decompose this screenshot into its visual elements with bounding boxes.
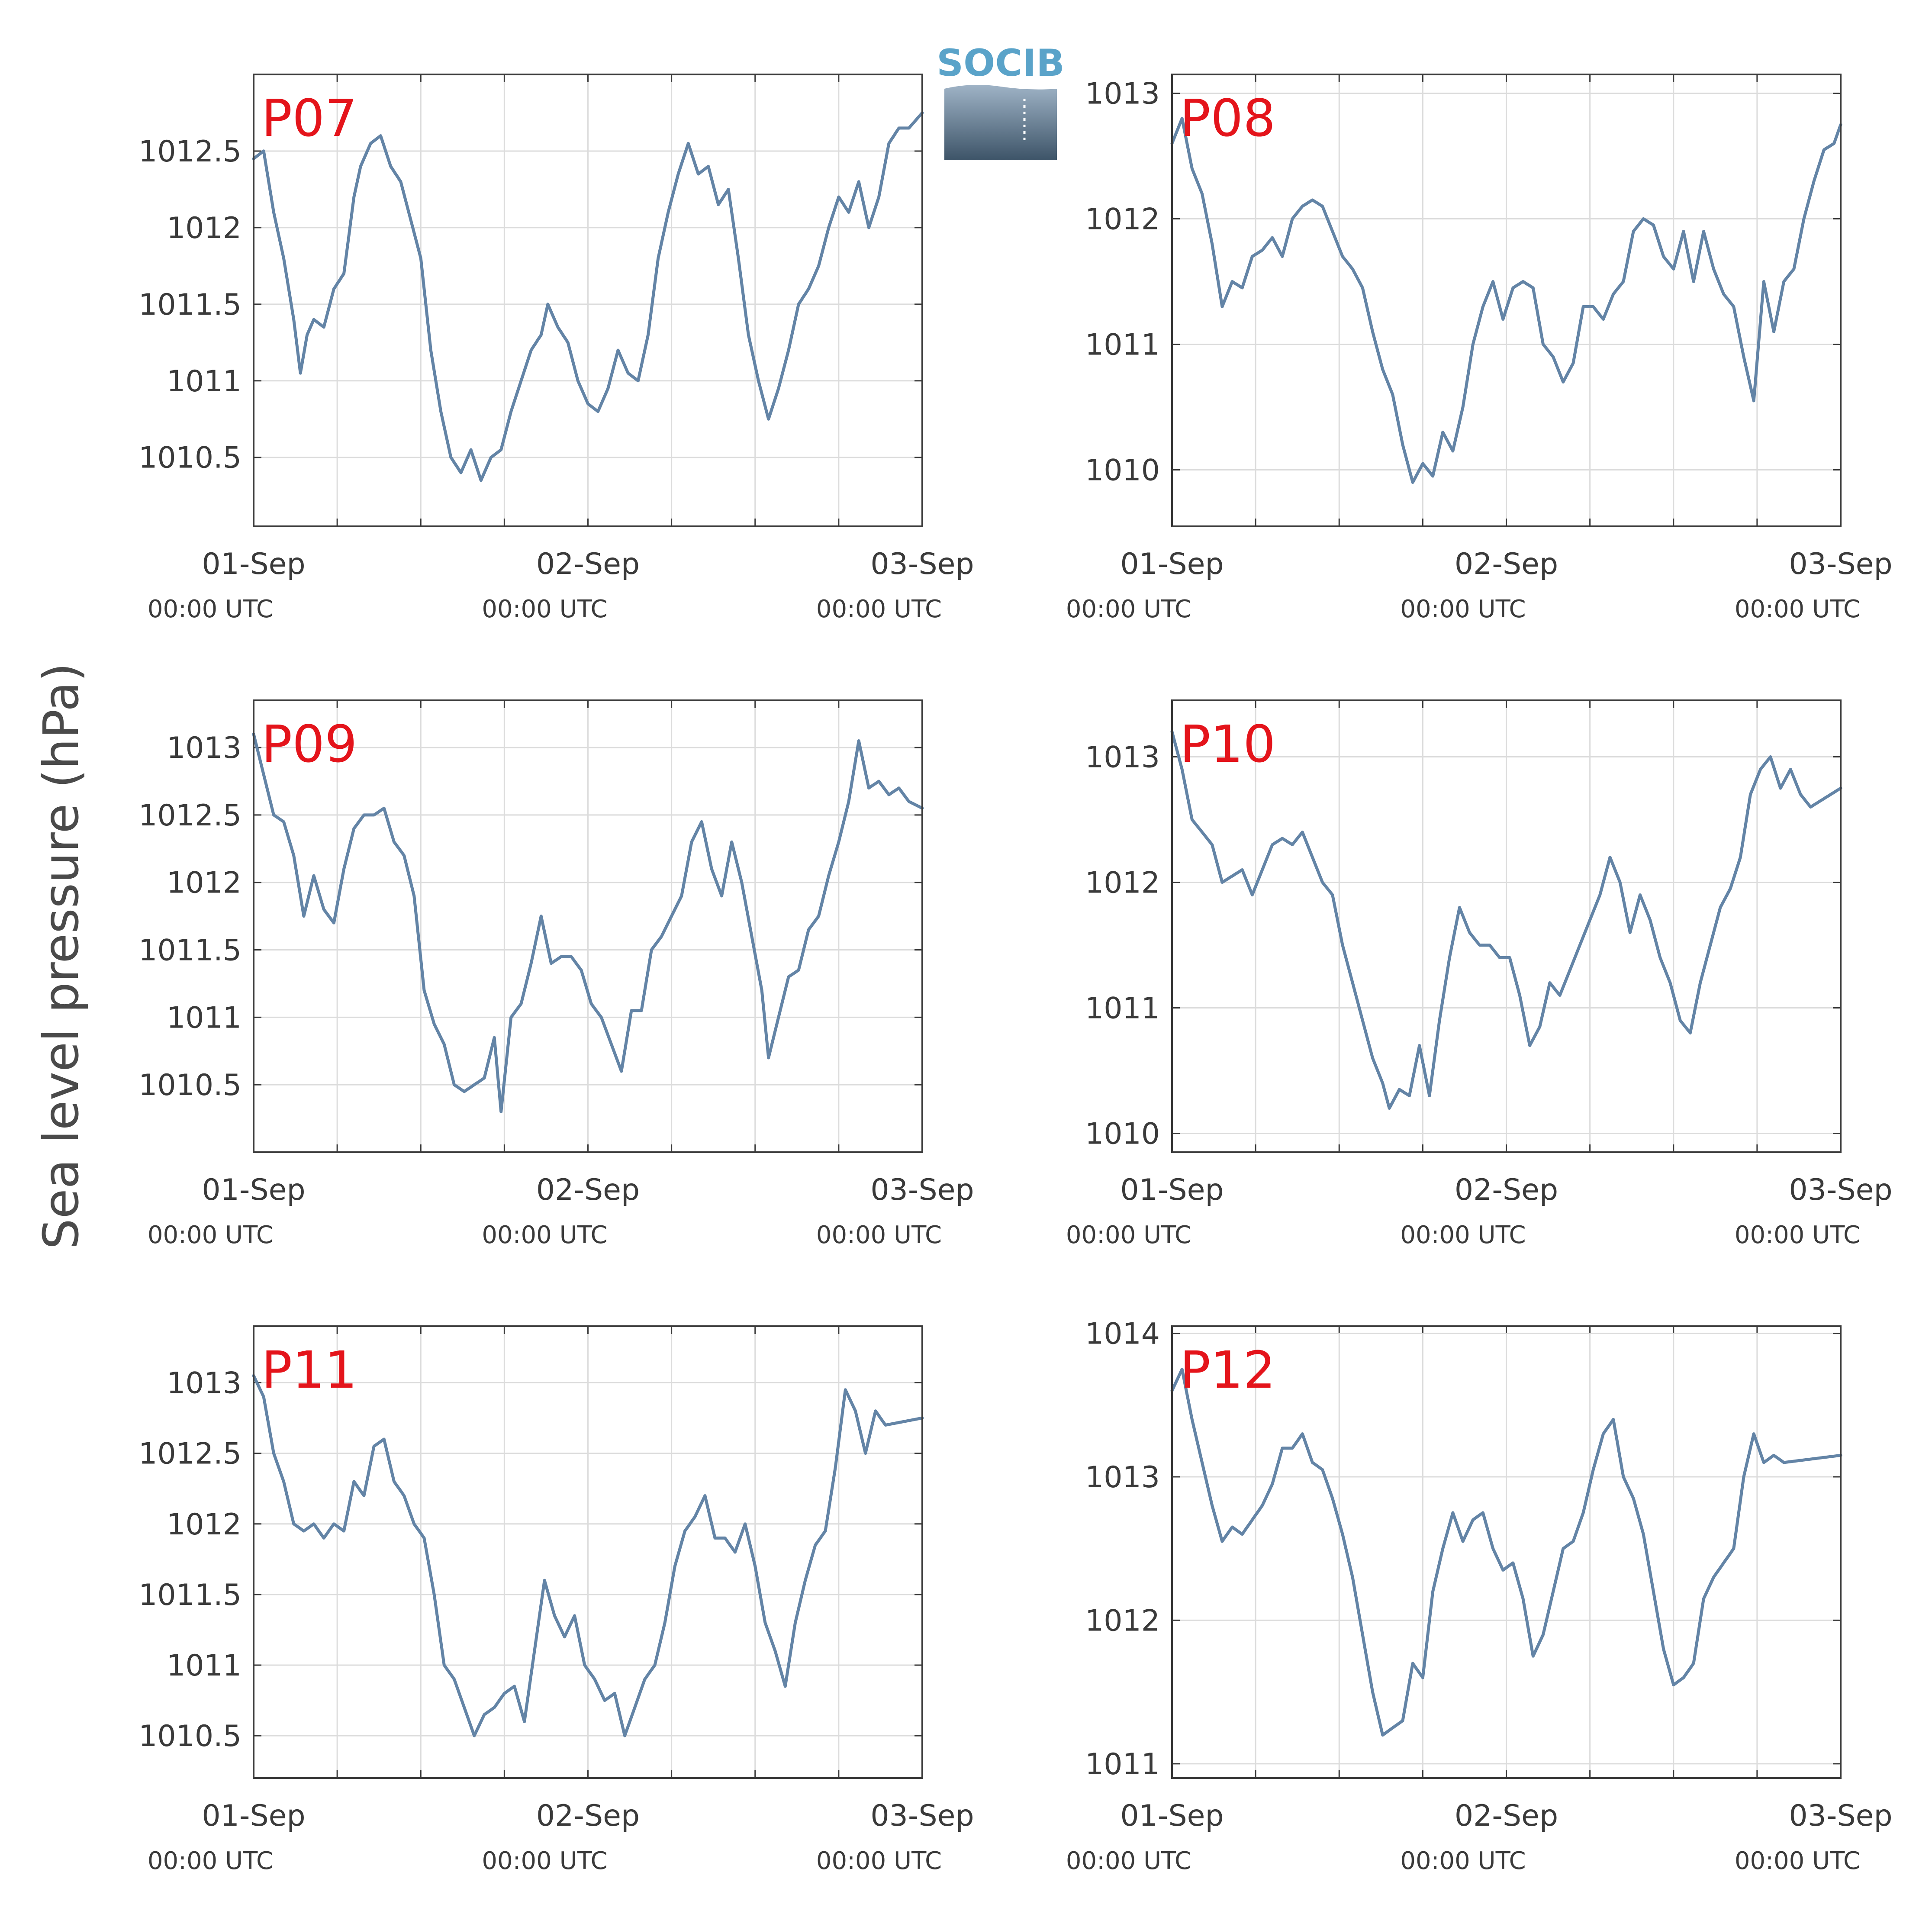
- y-tick-label: 1012.5: [138, 1437, 242, 1471]
- chart-panels: 1010.5 1011 1011.5 1012 1012.5 01-Sep 00:00 UT…: [138, 74, 1893, 1875]
- x-tick-sublabel: 00:00 UTC: [1735, 1847, 1860, 1875]
- x-tick-label: 03-Sep: [870, 1799, 974, 1833]
- y-tick-label: 1011.5: [138, 1578, 242, 1612]
- plot-frame: [1171, 699, 1842, 1153]
- panel-label-p07: P07: [261, 88, 357, 148]
- y-tick-label: 1011: [167, 364, 242, 399]
- pressure-series-line: [1170, 117, 1842, 484]
- x-tick-label: 03-Sep: [1789, 1173, 1892, 1207]
- x-tick-sublabel: 00:00 UTC: [1400, 1221, 1526, 1249]
- y-tick-label: 1011.5: [138, 288, 242, 322]
- plot-frame: [1171, 74, 1842, 527]
- y-tick-label: 1013: [1085, 741, 1160, 775]
- plot-frame: [253, 74, 923, 527]
- panel-label-p08: P08: [1180, 88, 1275, 148]
- y-tick-label: 1012.5: [138, 135, 242, 169]
- logo-wave: [944, 85, 1057, 160]
- x-tick-sublabel: 00:00 UTC: [1735, 595, 1860, 623]
- x-tick-sublabel: 00:00 UTC: [1400, 1847, 1526, 1875]
- x-tick-sublabel: 00:00 UTC: [1400, 595, 1526, 623]
- x-tick-label: 02-Sep: [1455, 547, 1558, 581]
- plot-frame: [1171, 1325, 1842, 1779]
- y-tick-label: 1010.5: [138, 441, 242, 475]
- x-tick-sublabel: 00:00 UTC: [1066, 595, 1191, 623]
- x-tick-sublabel: 00:00 UTC: [482, 595, 607, 623]
- y-tick-label: 1012.5: [138, 799, 242, 833]
- y-axis-label: Sea level pressure (hPa): [33, 663, 90, 1249]
- y-tick-label: 1012: [1085, 1604, 1160, 1638]
- x-tick-sublabel: 00:00 UTC: [148, 595, 273, 623]
- socib-logo: SOCIB: [937, 42, 1065, 160]
- chart-panel-p07: 1010.5 1011 1011.5 1012 1012.5 01-Sep 00:00 UT…: [138, 74, 974, 623]
- x-tick-sublabel: 00:00 UTC: [816, 1847, 942, 1875]
- y-tick-label: 1011.5: [138, 934, 242, 968]
- x-tick-label: 01-Sep: [1120, 547, 1224, 581]
- pressure-series-line: [252, 732, 924, 1113]
- x-tick-label: 01-Sep: [1120, 1799, 1224, 1833]
- panel-label-p09: P09: [261, 714, 357, 774]
- chart-panel-p11: 1010.5 1011 1011.5 1012 1012.5 1013 01-Sep 00:0…: [138, 1325, 974, 1875]
- chart-panel-p09: 1010.5 1011 1011.5 1012 1012.5 1013 01-Sep 00:0…: [138, 699, 974, 1249]
- x-tick-label: 01-Sep: [202, 547, 305, 581]
- x-tick-label: 01-Sep: [202, 1173, 305, 1207]
- x-tick-label: 02-Sep: [536, 1799, 640, 1833]
- y-tick-label: 1013: [167, 1366, 242, 1401]
- x-tick-sublabel: 00:00 UTC: [482, 1847, 607, 1875]
- plot-frame: [253, 1325, 923, 1779]
- x-tick-sublabel: 00:00 UTC: [1066, 1221, 1191, 1249]
- x-tick-sublabel: 00:00 UTC: [482, 1221, 607, 1249]
- y-tick-label: 1011: [1085, 992, 1160, 1026]
- panel-label-p11: P11: [261, 1340, 357, 1400]
- x-tick-label: 03-Sep: [870, 547, 974, 581]
- x-tick-sublabel: 00:00 UTC: [1066, 1847, 1191, 1875]
- y-tick-label: 1012: [167, 211, 242, 245]
- y-tick-label: 1011: [167, 1001, 242, 1035]
- x-tick-label: 01-Sep: [202, 1799, 305, 1833]
- x-tick-label: 03-Sep: [870, 1173, 974, 1207]
- pressure-series-line: [1170, 730, 1842, 1110]
- x-tick-sublabel: 00:00 UTC: [816, 595, 942, 623]
- y-tick-label: 1013: [1085, 1460, 1160, 1495]
- x-tick-label: 02-Sep: [536, 547, 640, 581]
- y-tick-label: 1010: [1085, 1117, 1160, 1151]
- chart-panel-p08: 1010 1011 1012 1013 01-Sep 00:00 UTC 02-Sep 00:…: [1066, 74, 1893, 623]
- x-tick-sublabel: 00:00 UTC: [1735, 1221, 1860, 1249]
- y-tick-label: 1011: [1085, 1747, 1160, 1782]
- y-tick-label: 1013: [1085, 77, 1160, 111]
- panel-label-p12: P12: [1180, 1340, 1275, 1400]
- x-tick-label: 03-Sep: [1789, 547, 1892, 581]
- y-tick-label: 1012: [1085, 866, 1160, 900]
- y-tick-label: 1010.5: [138, 1719, 242, 1753]
- y-tick-label: 1012: [1085, 203, 1160, 237]
- logo-wordmark: SOCIB: [937, 42, 1065, 85]
- y-tick-label: 1010: [1085, 454, 1160, 488]
- x-tick-label: 01-Sep: [1120, 1173, 1224, 1207]
- pressure-series-line: [252, 111, 924, 482]
- y-tick-label: 1012: [167, 1508, 242, 1542]
- y-tick-label: 1011: [167, 1649, 242, 1683]
- y-tick-label: 1011: [1085, 328, 1160, 362]
- panel-label-p10: P10: [1180, 714, 1275, 774]
- x-tick-label: 02-Sep: [1455, 1799, 1558, 1833]
- y-tick-label: 1010.5: [138, 1068, 242, 1102]
- pressure-series-line: [252, 1374, 924, 1737]
- x-tick-sublabel: 00:00 UTC: [148, 1221, 273, 1249]
- x-tick-label: 02-Sep: [536, 1173, 640, 1207]
- x-tick-sublabel: 00:00 UTC: [148, 1847, 273, 1875]
- y-tick-label: 1013: [167, 731, 242, 765]
- chart-panel-p12: 1011 1012 1013 1014 01-Sep 00:00 UTC 02-Sep 00:…: [1066, 1317, 1893, 1875]
- chart-panel-p10: 1010 1011 1012 1013 01-Sep 00:00 UTC 02-Sep 00:…: [1066, 699, 1893, 1249]
- plot-frame: [253, 699, 923, 1153]
- pressure-series-line: [1170, 1367, 1842, 1737]
- y-tick-label: 1014: [1085, 1317, 1160, 1351]
- x-tick-label: 03-Sep: [1789, 1799, 1892, 1833]
- x-tick-label: 02-Sep: [1455, 1173, 1558, 1207]
- x-tick-sublabel: 00:00 UTC: [816, 1221, 942, 1249]
- y-tick-label: 1012: [167, 866, 242, 900]
